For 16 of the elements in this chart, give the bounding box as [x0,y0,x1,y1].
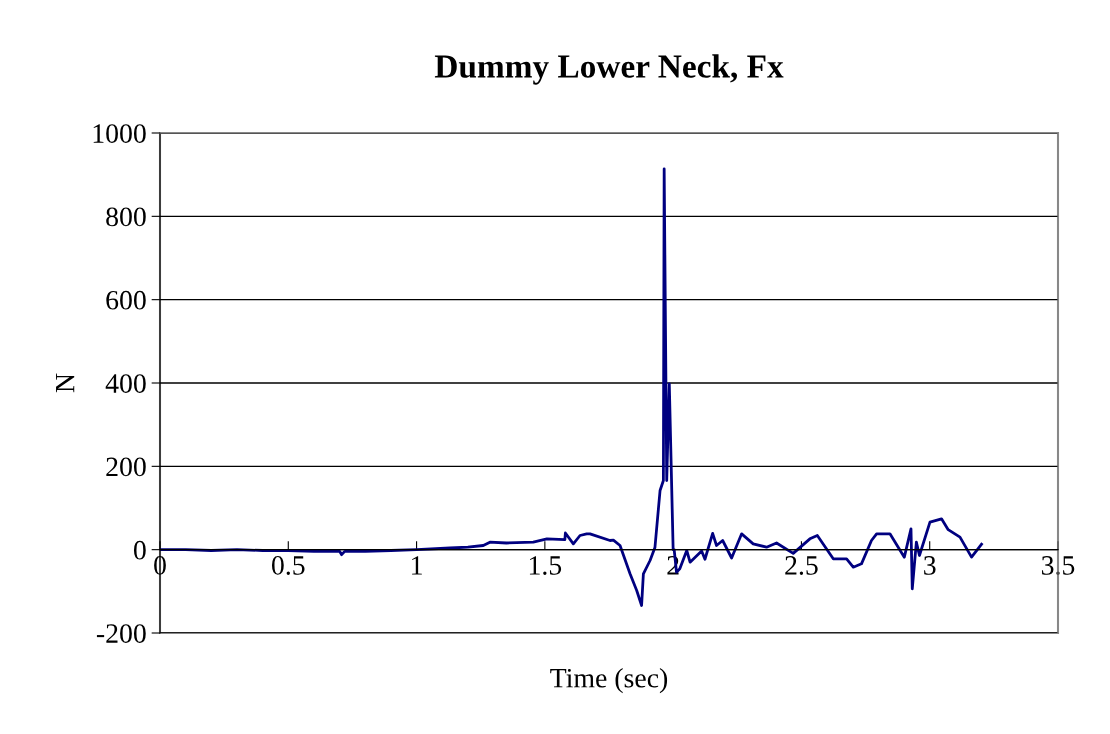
x-axis-title: Time (sec) [550,668,668,694]
x-tick-label: 3 [924,556,936,575]
y-tick-label: 200 [106,457,146,477]
y-tick-label: 0 [133,540,146,560]
y-tick-label: 400 [105,374,146,393]
x-tick-label: 2.5 [785,556,818,575]
y-tick-label: 600 [106,290,146,310]
x-tick-label: 1 [412,556,422,575]
y-tick-label: 800 [106,207,146,227]
x-tick-label: 3.5 [1041,556,1075,575]
y-axis-title: N [56,373,75,393]
chart-title: Dummy Lower Neck, Fx [434,54,784,85]
y-tick-label: -200 [96,624,146,643]
x-tick-label: 1.5 [529,556,562,575]
x-tick-label: 0.5 [271,556,305,575]
y-tick-label: 1000 [93,124,146,143]
